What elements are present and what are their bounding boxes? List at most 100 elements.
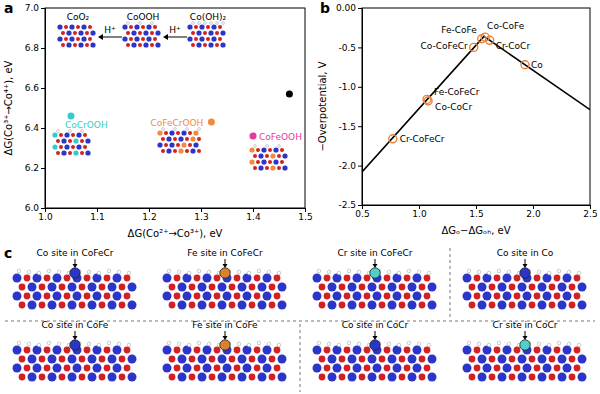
x-tick-label: 1.1	[90, 212, 104, 222]
atom	[243, 292, 252, 301]
atom	[348, 283, 357, 292]
atom	[563, 292, 572, 301]
y-tick: 0.00	[336, 3, 362, 13]
atom	[273, 159, 278, 164]
atom	[478, 373, 487, 382]
atom	[267, 270, 271, 274]
atom	[469, 356, 476, 363]
x-tick: 1.5	[469, 205, 483, 219]
atom	[122, 24, 127, 29]
atom	[57, 24, 62, 29]
atom	[278, 145, 281, 148]
atom	[258, 165, 263, 170]
atom	[59, 133, 63, 137]
y-axis-line	[41, 9, 46, 209]
y-tick: -1.0	[338, 82, 362, 92]
y-axis-line	[358, 9, 363, 206]
atom	[261, 147, 266, 152]
atom	[253, 154, 257, 158]
atom	[494, 347, 501, 354]
atom	[33, 274, 42, 283]
y-tick-label: -2.0	[338, 161, 356, 171]
x-tick: 1.4	[246, 208, 261, 222]
atom	[83, 145, 87, 149]
atom	[478, 283, 487, 292]
atom	[353, 292, 362, 301]
atom	[413, 292, 422, 301]
site-arrow-head	[373, 264, 378, 268]
atom	[257, 269, 261, 273]
atom	[194, 37, 198, 41]
atom	[407, 269, 411, 273]
y-axis: 0.00-0.5-1.0-1.5-2.0-2.5	[336, 3, 363, 210]
atom	[237, 270, 241, 274]
atom	[353, 346, 362, 355]
atom	[483, 274, 492, 283]
atom	[59, 374, 66, 381]
atom	[151, 22, 154, 25]
arrow-head	[98, 34, 103, 40]
atom	[33, 292, 42, 301]
figure: 1.01.11.21.31.41.56.06.26.46.66.87.0ΔG(C…	[0, 0, 600, 394]
y-tick-mark	[41, 88, 45, 89]
atom	[483, 364, 492, 373]
x-tick: 1.5	[298, 208, 312, 222]
atom	[387, 342, 391, 346]
point-label: CoCrOOH	[65, 120, 108, 130]
atom	[339, 356, 346, 363]
slab	[13, 259, 137, 310]
y-tick: 6.6	[25, 83, 45, 93]
active-site	[70, 340, 80, 350]
atom	[187, 36, 192, 41]
y-tick-label: -1.5	[338, 122, 356, 132]
separator	[5, 321, 595, 322]
atom	[256, 160, 260, 164]
atom	[76, 25, 80, 29]
atom	[113, 364, 122, 373]
atom	[469, 374, 476, 381]
atom	[157, 130, 162, 135]
atom	[384, 347, 391, 354]
atom	[124, 275, 131, 282]
atom	[523, 292, 532, 301]
atom	[268, 160, 272, 164]
atom	[344, 365, 351, 372]
atom	[313, 346, 322, 355]
atom	[139, 22, 142, 25]
slab	[13, 331, 137, 382]
atom	[69, 130, 72, 133]
atom	[198, 128, 201, 131]
atom	[238, 283, 247, 292]
atom	[197, 137, 201, 141]
atom	[569, 374, 576, 381]
atom	[59, 302, 66, 309]
x-axis-title: ΔGₒ−ΔGₒₕ, eV	[441, 225, 510, 236]
atom	[569, 302, 576, 309]
atom	[73, 292, 82, 301]
atom	[181, 130, 186, 135]
atom	[368, 355, 377, 364]
structure-caption: Co site in CoFe	[42, 320, 109, 330]
atom	[64, 144, 69, 149]
atom	[85, 150, 90, 155]
atom	[53, 292, 62, 301]
atom	[47, 341, 51, 345]
atom	[97, 343, 101, 347]
atom	[19, 302, 26, 309]
atom	[88, 355, 97, 364]
atom	[257, 341, 261, 345]
atom	[126, 43, 130, 47]
atom	[107, 341, 111, 345]
atom	[337, 271, 341, 275]
atom	[509, 356, 516, 363]
atom	[19, 356, 26, 363]
atom	[578, 301, 587, 310]
atom	[207, 342, 211, 346]
atom	[364, 365, 371, 372]
atom	[27, 270, 31, 274]
atom	[194, 25, 198, 29]
point	[486, 36, 494, 44]
atom	[558, 373, 567, 382]
atom	[543, 292, 552, 301]
atom	[84, 275, 91, 282]
